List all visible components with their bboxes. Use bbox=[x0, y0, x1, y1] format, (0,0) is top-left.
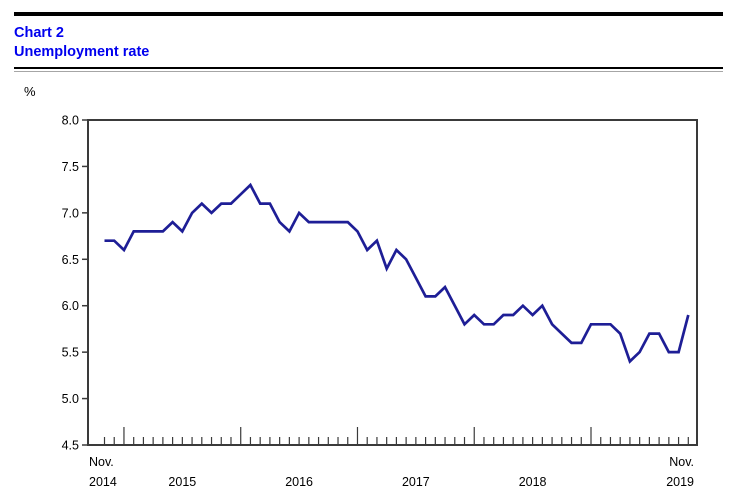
y-tick-label: 4.5 bbox=[62, 439, 79, 453]
y-tick-label: 6.0 bbox=[62, 299, 79, 313]
y-tick-label: 8.0 bbox=[62, 114, 79, 128]
x-year-label: 2017 bbox=[402, 475, 430, 489]
plot-border bbox=[87, 119, 698, 446]
y-axis-unit-label: % bbox=[24, 84, 36, 99]
chart-title: Unemployment rate bbox=[14, 44, 150, 60]
x-year-label: 2018 bbox=[519, 475, 547, 489]
x-start-year-label: 2014 bbox=[89, 475, 117, 489]
top-rule bbox=[14, 12, 723, 16]
chart-header: Chart 2 Unemployment rate bbox=[14, 24, 149, 62]
y-tick-label: 5.0 bbox=[62, 392, 79, 406]
x-end-month-label: Nov. bbox=[669, 455, 694, 469]
x-year-label: 2016 bbox=[285, 475, 313, 489]
title-divider-light bbox=[14, 71, 723, 72]
y-tick-label: 6.5 bbox=[62, 253, 79, 267]
y-tick-label: 7.5 bbox=[62, 160, 79, 174]
x-start-month-label: Nov. bbox=[89, 455, 114, 469]
y-tick-label: 5.5 bbox=[62, 346, 79, 360]
chart-number-label: Chart 2 bbox=[14, 25, 64, 41]
x-year-label: 2015 bbox=[168, 475, 196, 489]
unemployment-rate-line bbox=[104, 182, 690, 364]
title-divider-dark bbox=[14, 67, 723, 69]
y-tick-label: 7.0 bbox=[62, 206, 79, 220]
x-end-year-label: 2019 bbox=[666, 475, 694, 489]
